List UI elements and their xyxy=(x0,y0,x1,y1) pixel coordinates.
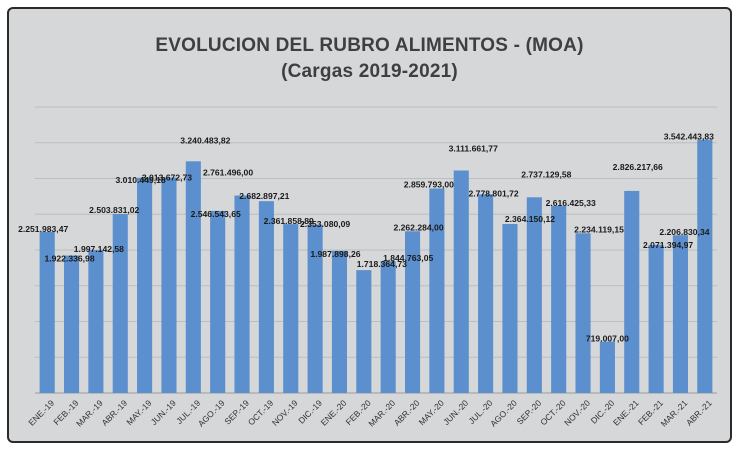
x-tick-label: ENE.-20 xyxy=(319,398,349,428)
data-label: 2.361.858,89 xyxy=(264,216,314,226)
bar-FEB.-19 xyxy=(63,255,80,393)
bar-JUN.-20 xyxy=(453,170,469,393)
bars xyxy=(39,139,713,393)
x-tick-label: MAR.-21 xyxy=(659,398,690,429)
bar-ABR.-21 xyxy=(697,139,713,393)
x-tick-label: NOV.-19 xyxy=(270,398,300,428)
bar-AGO.-19 xyxy=(210,210,226,393)
data-label: 2.761.496,00 xyxy=(203,168,253,178)
x-tick-labels: ENE.-19FEB.-19MAR.-19ABR.-19MAY.-19JUN.-… xyxy=(26,398,714,429)
bar-ABR.-19 xyxy=(112,213,128,393)
chart-frame: EVOLUCION DEL RUBRO ALIMENTOS - (MOA) (C… xyxy=(7,7,732,443)
data-label: 2.778.801,72 xyxy=(469,188,519,198)
bar-DIC.-19 xyxy=(307,224,323,393)
bar-SEP.-20 xyxy=(526,197,542,393)
bar-OCT.-19 xyxy=(258,201,274,393)
data-label: 3.013.672,73 xyxy=(142,173,192,183)
data-label: 3.240.483,82 xyxy=(180,135,230,145)
x-tick-label: ABR.-19 xyxy=(99,398,129,428)
x-tick-label: ENE.-21 xyxy=(611,398,641,428)
bar-chart: 2.251.983,47 1.922.336,981.997.142,58 2.50… xyxy=(18,106,717,429)
bar-AGO.-20 xyxy=(502,223,518,393)
bar-NOV.-19 xyxy=(283,224,299,393)
data-label: 2.206.830,34 xyxy=(659,227,709,237)
data-label: 2.859.793,00 xyxy=(404,180,454,190)
data-label: 1.922.336,98 xyxy=(44,254,94,264)
x-tick-label: MAY.-20 xyxy=(417,398,446,427)
data-label: 2.353.080,09 xyxy=(300,219,350,229)
bar-FEB.-21 xyxy=(648,244,664,393)
data-label: 2.737.129,58 xyxy=(521,169,571,179)
x-tick-label: AGO.-19 xyxy=(196,398,227,429)
x-tick-label: MAR.-19 xyxy=(74,398,105,429)
data-label: 2.234.119,15 xyxy=(574,224,624,234)
data-label: 1.997.142,58 xyxy=(74,244,124,254)
bar-ENE.-19 xyxy=(39,231,55,393)
x-tick-label: NOV.-20 xyxy=(562,398,592,428)
chart-subtitle-line: (Cargas 2019-2021) xyxy=(281,61,458,82)
bar-DIC.-20 xyxy=(599,341,615,393)
x-tick-label: JUN.-19 xyxy=(149,398,178,427)
data-label: 2.826.217,66 xyxy=(613,162,663,172)
data-label: 2.071.394,97 xyxy=(643,240,693,250)
bar-JUN.-19 xyxy=(161,177,177,393)
x-tick-label: MAR.-20 xyxy=(366,398,397,429)
x-tick-label: AGO.-20 xyxy=(488,398,519,429)
data-label: 3.111.661,77 xyxy=(449,144,498,154)
data-label: 2.616.425,33 xyxy=(546,198,596,208)
bar-SEP.-19 xyxy=(234,195,250,393)
bar-MAY.-19 xyxy=(137,177,153,393)
data-label: 2.262.284,00 xyxy=(393,222,443,232)
x-tick-label: MAY.-19 xyxy=(124,398,153,427)
x-tick-label: JUN.-20 xyxy=(441,398,470,427)
bar-MAR.-20 xyxy=(380,261,396,393)
data-label: 1.718.364,73 xyxy=(357,259,407,269)
x-tick-label: ABR.-20 xyxy=(392,398,422,428)
bar-JUL.-20 xyxy=(478,194,494,393)
bar-ABR.-20 xyxy=(404,231,421,393)
chart-title-line: EVOLUCION DEL RUBRO ALIMENTOS - (MOA) xyxy=(155,35,584,56)
data-label: 2.682.897,21 xyxy=(239,191,289,201)
data-label: 2.364.150,12 xyxy=(505,214,555,224)
bar-NOV.-20 xyxy=(575,233,591,393)
data-label: 1.844.763,05 xyxy=(383,253,433,263)
x-tick-label: ENE.-19 xyxy=(26,398,56,428)
bar-MAR.-19 xyxy=(88,250,104,393)
data-label: 1.987.898,26 xyxy=(310,249,360,259)
chart-title: EVOLUCION DEL RUBRO ALIMENTOS - (MOA) (C… xyxy=(9,33,730,85)
bar-JUL.-19 xyxy=(185,161,201,393)
bar-MAY.-20 xyxy=(429,188,445,393)
data-label: 3.010.449,18 xyxy=(116,175,166,185)
bar-FEB.-20 xyxy=(356,270,372,393)
data-labels: 2.251.983,47 1.922.336,981.997.142,58 2.50… xyxy=(18,132,714,344)
bar-MAR.-21 xyxy=(672,235,689,393)
data-label: 3.542.443,83 xyxy=(664,132,714,142)
x-tick-label: ABR.-21 xyxy=(684,398,714,428)
data-label: 2.503.831,02 xyxy=(89,205,139,215)
data-label: 2.546.543,65 xyxy=(191,209,241,219)
data-label: 2.251.983,47 xyxy=(18,224,68,234)
bar-ENE.-20 xyxy=(331,250,348,393)
bar-OCT.-20 xyxy=(551,205,567,393)
data-label: 719.007,00 xyxy=(586,334,629,344)
bar-ENE.-21 xyxy=(624,190,640,393)
